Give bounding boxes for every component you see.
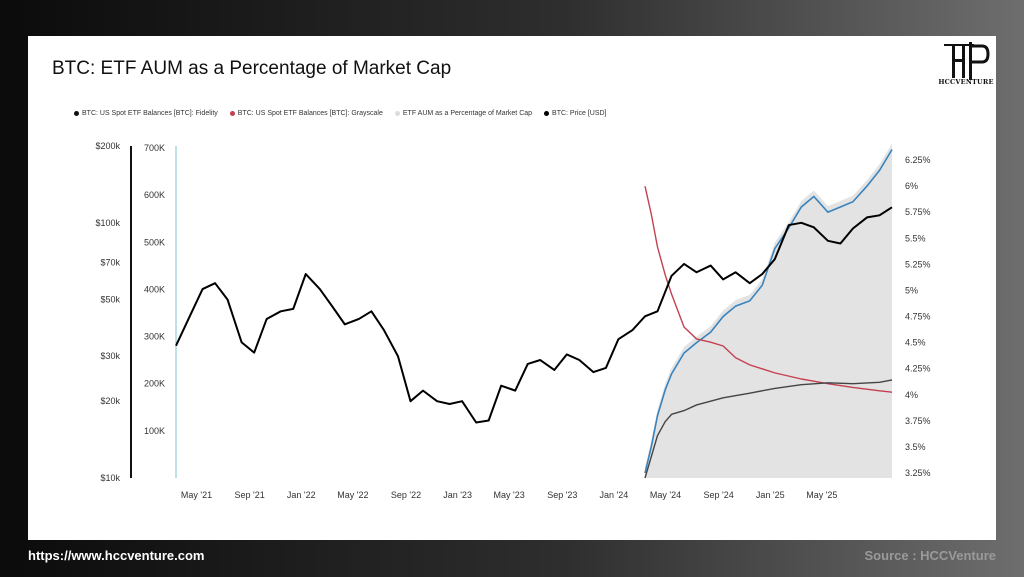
- price-tick-label: $30k: [100, 351, 120, 361]
- series-pct-line: [644, 149, 893, 474]
- x-tick-label: Jan '22: [287, 490, 316, 500]
- series-grayscale-line: [644, 186, 893, 393]
- legend-dot-icon: [229, 110, 235, 116]
- pct-tick-label: 5.75%: [905, 207, 931, 217]
- pct-tick-label: 5.5%: [905, 233, 926, 243]
- pct-tick-label: 4.75%: [905, 312, 931, 322]
- price-tick-label: $200k: [95, 141, 120, 151]
- legend-label: BTC: US Spot ETF Balances [BTC]: Fidelit…: [82, 109, 218, 117]
- chart-plot: May '21 Sep '21 Jan '22 May '22 Sep '22 Jan '…: [95, 141, 930, 500]
- pct-tick-label: 5.25%: [905, 259, 931, 269]
- pct-tick-label: 6%: [905, 181, 918, 191]
- balance-tick-label: 200K: [144, 379, 165, 389]
- pct-tick-label: 3.75%: [905, 416, 931, 426]
- balance-tick-label: 700K: [144, 143, 165, 153]
- legend-label: BTC: US Spot ETF Balances [BTC]: Graysca…: [237, 109, 383, 117]
- pct-tick-label: 4.5%: [905, 338, 926, 348]
- price-tick-label: $50k: [100, 295, 120, 305]
- logo-wordmark: HCCVENTURE: [938, 78, 994, 86]
- pct-tick-label: 5%: [905, 285, 918, 295]
- legend-dot-icon: [394, 110, 400, 116]
- x-tick-label: May '22: [337, 490, 368, 500]
- balance-tick-label: 400K: [144, 284, 165, 294]
- series-fidelity-line: [644, 379, 893, 479]
- x-tick-label: Sep '22: [391, 490, 421, 500]
- x-tick-label: Jan '25: [756, 490, 785, 500]
- series-pct-area: [644, 143, 892, 479]
- hcc-logo-icon: [944, 42, 990, 80]
- legend-item-grayscale: BTC: US Spot ETF Balances [BTC]: Graysca…: [229, 109, 383, 117]
- legend-dot-icon: [544, 110, 550, 116]
- pct-area-group: [644, 143, 892, 479]
- pct-tick-label: 6.25%: [905, 155, 931, 165]
- axes: [130, 146, 177, 478]
- legend-item-price: BTC: Price [USD]: [544, 109, 607, 117]
- legend-item-percentage: ETF AUM as a Percentage of Market Cap: [394, 109, 533, 117]
- legend-label: BTC: Price [USD]: [552, 109, 607, 117]
- chart-legend: BTC: US Spot ETF Balances [BTC]: Fidelit…: [74, 106, 607, 120]
- legend-label: ETF AUM as a Percentage of Market Cap: [402, 109, 533, 117]
- x-tick-label: May '23: [494, 490, 525, 500]
- price-tick-label: $100k: [95, 218, 120, 228]
- series-price-line: [175, 206, 893, 424]
- price-tick-label: $20k: [100, 396, 120, 406]
- x-tick-label: Jan '23: [443, 490, 472, 500]
- x-tick-label: May '21: [181, 490, 212, 500]
- x-tick-label: Sep '21: [235, 490, 265, 500]
- legend-item-fidelity: BTC: US Spot ETF Balances [BTC]: Fidelit…: [74, 110, 218, 117]
- balance-tick-label: 500K: [144, 237, 165, 247]
- series-group: [175, 149, 893, 479]
- x-tick-label: May '24: [650, 490, 681, 500]
- pct-tick-label: 4.25%: [905, 364, 931, 374]
- footer-source: Source : HCCVenture: [864, 548, 996, 563]
- balance-tick-label: 100K: [144, 426, 165, 436]
- x-tick-label: May '25: [806, 490, 837, 500]
- ticks-group: May '21 Sep '21 Jan '22 May '22 Sep '22 Jan '…: [95, 141, 930, 500]
- x-tick-label: Sep '24: [704, 490, 734, 500]
- legend-dot-icon: [74, 110, 79, 116]
- price-tick-label: $10k: [100, 473, 120, 483]
- price-tick-label: $70k: [100, 257, 120, 267]
- balance-tick-label: 300K: [144, 332, 165, 342]
- x-tick-label: Jan '24: [600, 490, 629, 500]
- pct-tick-label: 3.25%: [905, 468, 931, 478]
- pct-tick-label: 4%: [905, 390, 918, 400]
- balance-tick-label: 600K: [144, 190, 165, 200]
- chart-card: BTC: ETF AUM as a Percentage of Market C…: [28, 36, 996, 540]
- x-tick-label: Sep '23: [547, 490, 577, 500]
- chart-title: BTC: ETF AUM as a Percentage of Market C…: [52, 58, 452, 79]
- pct-tick-label: 3.5%: [905, 442, 926, 452]
- footer-url-link[interactable]: https://www.hccventure.com: [28, 548, 205, 563]
